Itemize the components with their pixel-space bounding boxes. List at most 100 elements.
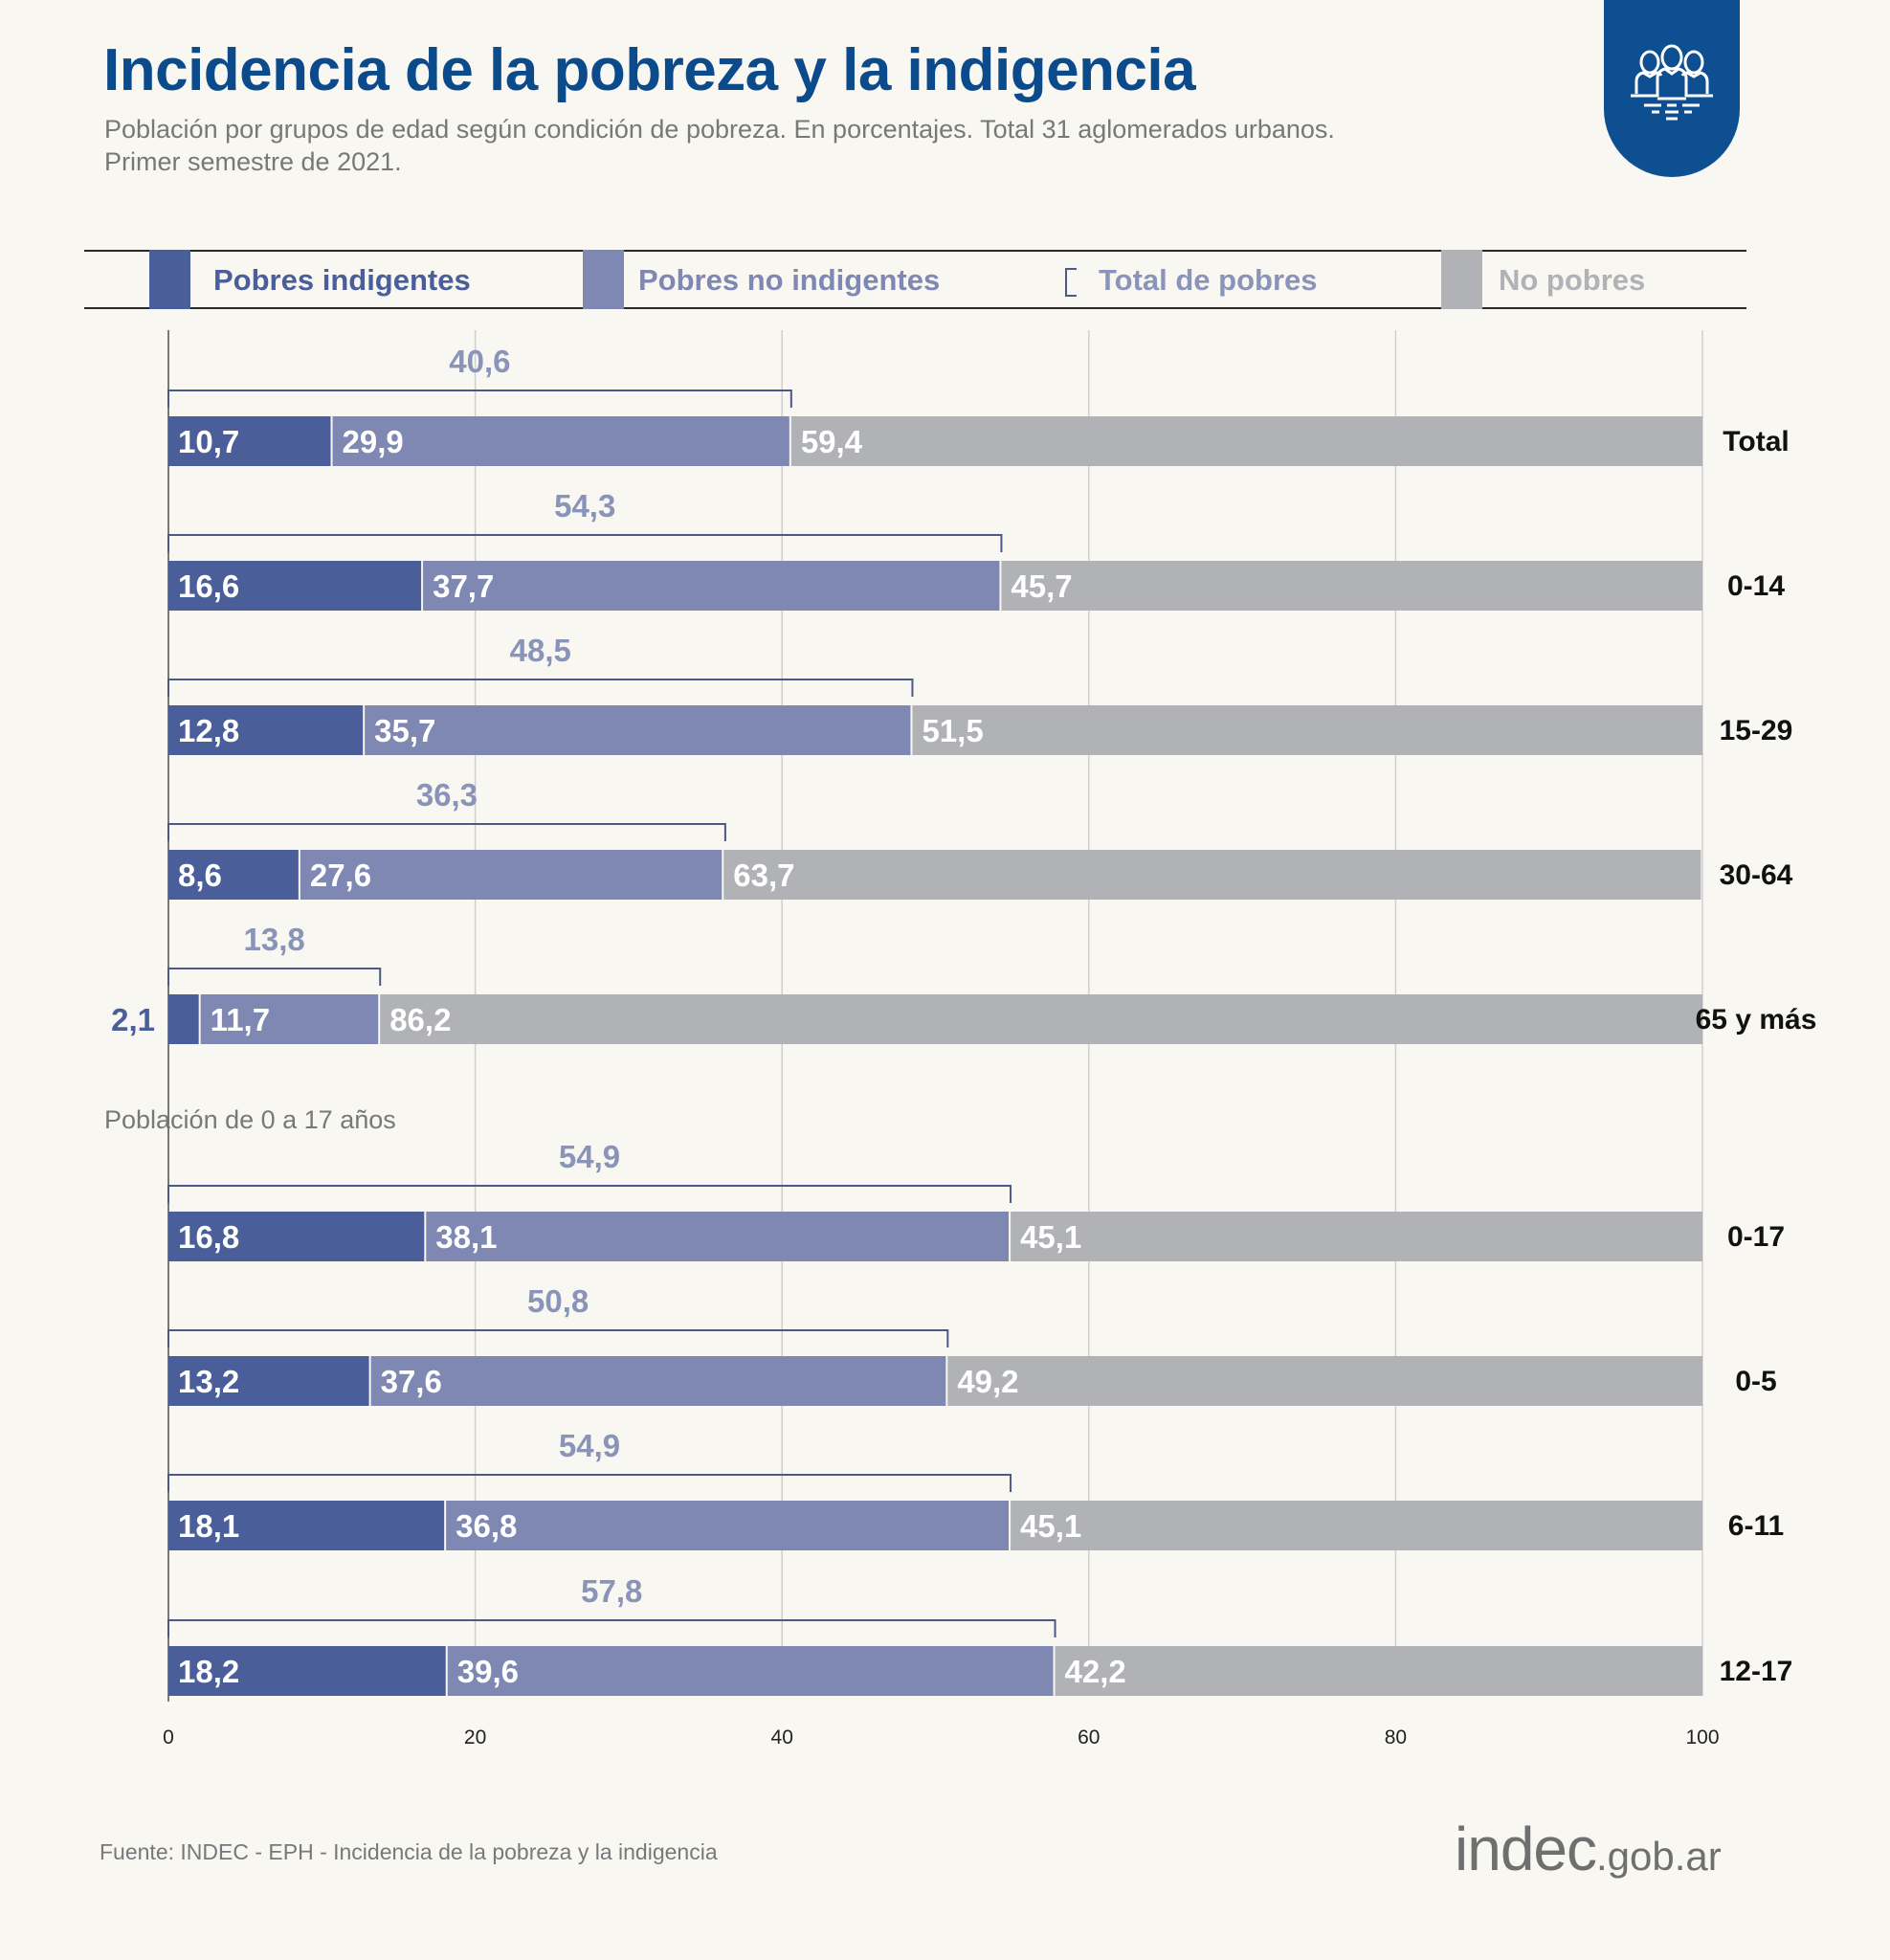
legend-label-total-pobres: Total de pobres bbox=[1099, 263, 1318, 297]
subtitle-line-1: Población por grupos de edad según condi… bbox=[104, 115, 1335, 144]
page-subtitle: Población por grupos de edad según condi… bbox=[104, 113, 1444, 178]
bar-segment bbox=[380, 994, 1702, 1044]
bar-segment bbox=[300, 850, 723, 900]
bar-segment bbox=[1011, 1212, 1702, 1261]
bar-value-label: 51,5 bbox=[922, 713, 983, 748]
legend-bracket-icon bbox=[1065, 268, 1077, 297]
bar-value-label: 8,6 bbox=[178, 858, 222, 893]
bar-segment bbox=[168, 1646, 446, 1696]
bar-value-label: 39,6 bbox=[457, 1654, 519, 1689]
bar-segment bbox=[168, 1501, 445, 1550]
bar-value-label: 18,1 bbox=[178, 1508, 239, 1544]
bar-value-label: 12,8 bbox=[178, 713, 239, 748]
indec-logo: indec.gob.ar bbox=[1455, 1814, 1722, 1884]
category-badge bbox=[1604, 0, 1740, 177]
bar-value-label: 10,7 bbox=[178, 424, 239, 459]
bar-value-label: 27,6 bbox=[310, 858, 371, 893]
legend-label-indigentes: Pobres indigentes bbox=[213, 263, 471, 297]
x-tick-label: 80 bbox=[1385, 1726, 1407, 1748]
total-value-label: 57,8 bbox=[581, 1573, 642, 1609]
bar-value-label: 29,9 bbox=[343, 424, 404, 459]
bar-value-label: 16,8 bbox=[178, 1219, 239, 1255]
bar-segment bbox=[332, 416, 789, 466]
total-bracket bbox=[167, 534, 1003, 552]
bar-segment bbox=[200, 994, 379, 1044]
bar-value-label: 45,7 bbox=[1011, 568, 1072, 604]
bar-segment bbox=[423, 561, 1000, 611]
total-value-label: 48,5 bbox=[510, 633, 571, 668]
legend-swatch-no-indigentes bbox=[583, 250, 624, 309]
legend-label-no-indigentes: Pobres no indigentes bbox=[638, 263, 941, 297]
bar-value-label: 63,7 bbox=[733, 858, 794, 893]
total-value-label: 40,6 bbox=[449, 344, 510, 379]
category-label: 6-11 bbox=[1728, 1510, 1784, 1542]
bar-value-label: 16,6 bbox=[178, 568, 239, 604]
bar-segment bbox=[447, 1646, 1054, 1696]
category-label: 65 y más bbox=[1696, 1004, 1817, 1036]
logo-main: indec bbox=[1455, 1815, 1597, 1883]
bar-segment bbox=[370, 1356, 946, 1406]
bar-value-label: 59,4 bbox=[801, 424, 863, 459]
category-label: 15-29 bbox=[1720, 715, 1793, 746]
category-label: 0-14 bbox=[1727, 570, 1785, 602]
bar-segment bbox=[1011, 1501, 1702, 1550]
bar-segment bbox=[168, 561, 422, 611]
bar-segment bbox=[790, 416, 1702, 466]
category-label: 0-5 bbox=[1735, 1366, 1776, 1397]
people-group-icon bbox=[1631, 44, 1713, 121]
total-bracket bbox=[167, 1619, 1056, 1637]
bar-segment bbox=[365, 705, 911, 755]
bar-segment bbox=[426, 1212, 1010, 1261]
x-tick-label: 20 bbox=[464, 1726, 486, 1748]
category-label: 12-17 bbox=[1720, 1656, 1793, 1687]
logo-suffix: .gob.ar bbox=[1596, 1834, 1722, 1879]
bar-segment bbox=[168, 416, 331, 466]
bar-segment bbox=[723, 850, 1701, 900]
bar-value-label: 2,1 bbox=[111, 1002, 155, 1037]
total-value-label: 54,3 bbox=[554, 488, 615, 523]
bar-value-label: 42,2 bbox=[1065, 1654, 1126, 1689]
total-value-label: 50,8 bbox=[527, 1283, 589, 1319]
bar-value-label: 37,6 bbox=[381, 1364, 442, 1399]
bar-value-label: 11,7 bbox=[211, 1002, 270, 1037]
source-note: Fuente: INDEC - EPH - Incidencia de la p… bbox=[100, 1839, 718, 1864]
bar-value-label: 35,7 bbox=[374, 713, 435, 748]
bar-segment bbox=[446, 1501, 1010, 1550]
x-tick-label: 60 bbox=[1078, 1726, 1100, 1748]
total-bracket bbox=[167, 1474, 1012, 1492]
x-tick-label: 40 bbox=[771, 1726, 793, 1748]
bar-value-label: 45,1 bbox=[1020, 1219, 1081, 1255]
bar-segment bbox=[912, 705, 1702, 755]
total-value-label: 54,9 bbox=[559, 1139, 620, 1174]
bar-segment bbox=[168, 850, 299, 900]
total-bracket bbox=[167, 390, 792, 408]
bar-value-label: 86,2 bbox=[389, 1002, 451, 1037]
bar-segment bbox=[168, 994, 199, 1044]
total-value-label: 13,8 bbox=[243, 922, 304, 957]
legend-swatch-indigentes bbox=[149, 250, 190, 309]
legend-label-no-pobres: No pobres bbox=[1499, 263, 1646, 297]
total-bracket bbox=[167, 679, 914, 697]
subtitle-line-2: Primer semestre de 2021. bbox=[104, 147, 402, 176]
category-label: Total bbox=[1723, 426, 1789, 457]
bar-value-label: 18,2 bbox=[178, 1654, 239, 1689]
total-bracket bbox=[167, 968, 382, 986]
category-label: 0-17 bbox=[1727, 1221, 1785, 1253]
total-bracket bbox=[167, 1329, 949, 1348]
category-label: 30-64 bbox=[1720, 859, 1793, 891]
bar-value-label: 49,2 bbox=[957, 1364, 1018, 1399]
bar-segment bbox=[1001, 561, 1702, 611]
legend-swatch-no-pobres bbox=[1441, 250, 1482, 309]
bar-segment bbox=[1055, 1646, 1702, 1696]
total-bracket bbox=[167, 823, 726, 841]
page-title: Incidencia de la pobreza y la indigencia bbox=[103, 37, 1196, 103]
x-tick-label: 0 bbox=[163, 1726, 174, 1748]
bar-value-label: 37,7 bbox=[433, 568, 494, 604]
chart-legend: Pobres indigentes Pobres no indigentes T… bbox=[84, 250, 1746, 309]
bar-value-label: 36,8 bbox=[456, 1508, 517, 1544]
total-bracket bbox=[167, 1185, 1012, 1203]
bar-segment bbox=[168, 1212, 425, 1261]
section-label-0-17: Población de 0 a 17 años bbox=[104, 1105, 396, 1134]
bar-segment bbox=[168, 1356, 369, 1406]
